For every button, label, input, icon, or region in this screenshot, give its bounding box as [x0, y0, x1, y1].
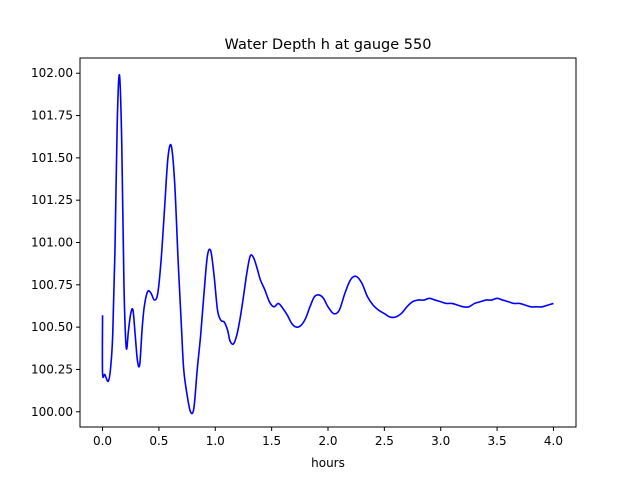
x-tick-label: 2.5 — [375, 434, 394, 448]
plot-area — [101, 74, 554, 415]
y-tick-label: 100.00 — [31, 405, 73, 419]
y-tick-label: 101.00 — [31, 236, 73, 250]
x-tick-label: 1.5 — [262, 434, 281, 448]
y-tick-label: 101.25 — [31, 193, 73, 207]
x-tick-label: 3.5 — [488, 434, 507, 448]
series-line-0 — [101, 74, 554, 415]
y-tick-label: 101.75 — [31, 109, 73, 123]
x-tick-label: 4.0 — [544, 434, 563, 448]
y-tick-label: 102.00 — [31, 66, 73, 80]
y-tick-label: 100.75 — [31, 278, 73, 292]
y-tick-label: 101.50 — [31, 151, 73, 165]
x-tick-label: 3.0 — [431, 434, 450, 448]
x-tick-label: 1.0 — [206, 434, 225, 448]
y-axis-ticks: 100.00 100.25 100.50 100.75 101.00 101.25 101.… — [31, 66, 80, 419]
x-tick-label: 0.5 — [149, 434, 168, 448]
y-tick-label: 100.25 — [31, 362, 73, 376]
x-tick-label: 2.0 — [318, 434, 337, 448]
x-axis-label: hours — [311, 456, 345, 470]
y-tick-label: 100.50 — [31, 320, 73, 334]
x-tick-label: 0.0 — [93, 434, 112, 448]
x-axis-ticks: 0.0 0.5 1.0 1.5 2.0 2.5 3.0 3.5 4.0 — [93, 427, 563, 448]
chart-title: Water Depth h at gauge 550 — [225, 37, 432, 53]
axes-frame — [79, 57, 577, 428]
